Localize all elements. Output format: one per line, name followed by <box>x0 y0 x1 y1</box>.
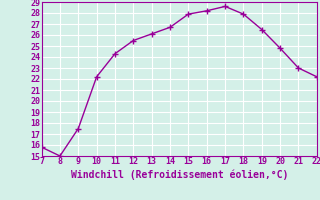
X-axis label: Windchill (Refroidissement éolien,°C): Windchill (Refroidissement éolien,°C) <box>70 169 288 180</box>
